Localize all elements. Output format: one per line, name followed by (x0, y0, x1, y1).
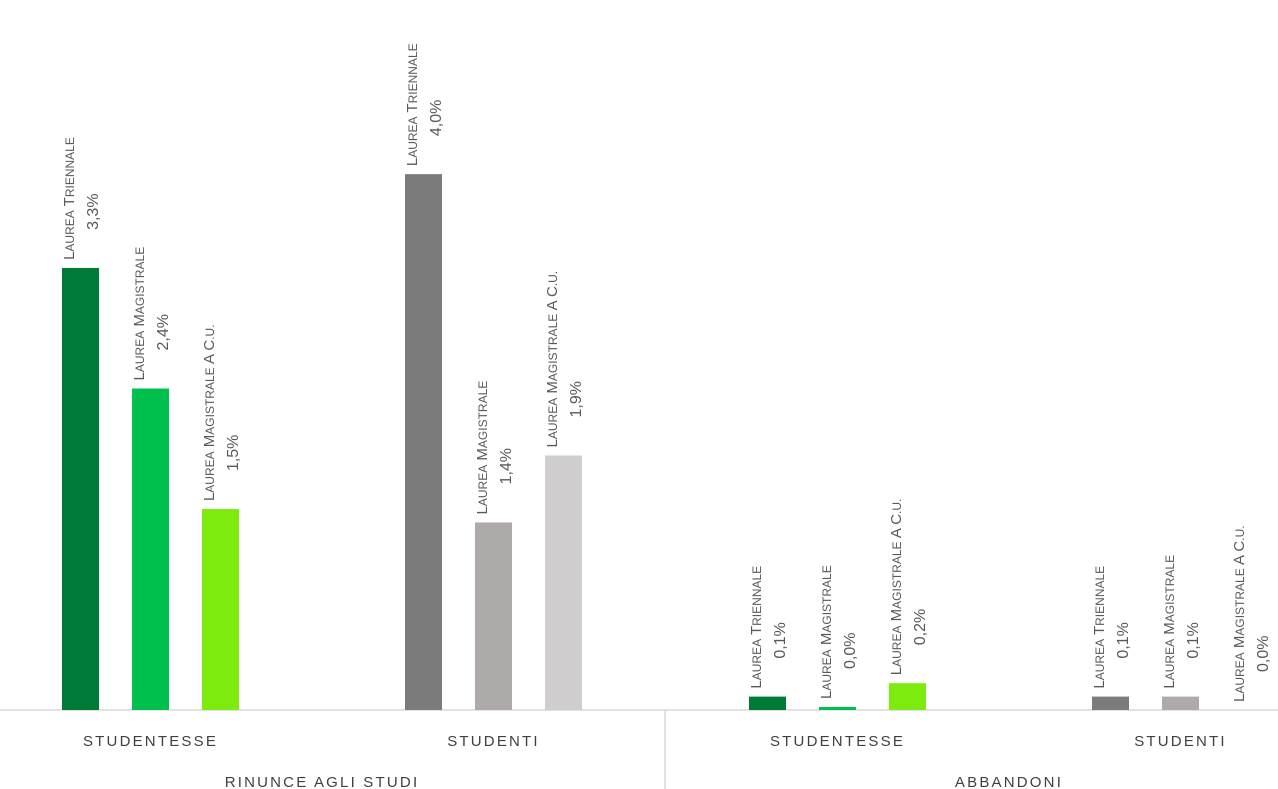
bar-value-label: 0,0% (1255, 636, 1272, 672)
bar-value-label: 4,0% (428, 100, 445, 136)
bar-value-label: 0,1% (1115, 622, 1132, 658)
bar-value-label: 2,4% (155, 314, 172, 350)
bar-category-label: LAUREA MAGISTRALE A C.U. (201, 324, 218, 501)
bar (1092, 696, 1129, 710)
bar-category-label: LAUREA MAGISTRALE A C.U. (888, 499, 905, 676)
bar-value-label: 0,1% (1185, 622, 1202, 658)
bar (202, 509, 239, 710)
bar (889, 683, 926, 710)
bar-value-label: 1,4% (498, 448, 515, 484)
bar (545, 455, 582, 710)
bar-data-label: LAUREA MAGISTRALE A C.U. 1,9% (544, 271, 585, 448)
bar (132, 388, 169, 710)
section-label: ABBANDONI (955, 774, 1063, 789)
group-label: STUDENTESSE (770, 733, 905, 750)
group-label: STUDENTI (447, 733, 540, 750)
bar (62, 267, 99, 710)
bar-data-label: LAUREA TRIENNALE 0,1% (748, 566, 789, 689)
bar-data-label: LAUREA MAGISTRALE 0,0% (818, 565, 859, 699)
group-label: STUDENTI (1134, 733, 1227, 750)
bar-category-label: LAUREA MAGISTRALE (131, 247, 148, 381)
bar-data-label: LAUREA TRIENNALE 3,3% (61, 137, 102, 260)
bar-value-label: 0,1% (772, 622, 789, 658)
bar (749, 696, 786, 710)
group-label: STUDENTESSE (83, 733, 218, 750)
bar (819, 707, 856, 710)
bar-category-label: LAUREA MAGISTRALE (1161, 555, 1178, 689)
section-label: RINUNCE AGLI STUDI (225, 774, 420, 789)
bar (405, 174, 442, 710)
bar-data-label: LAUREA MAGISTRALE A C.U. 1,5% (201, 324, 242, 501)
bar-data-label: LAUREA TRIENNALE 0,1% (1091, 566, 1132, 689)
bar (1162, 696, 1199, 710)
bar-category-label: LAUREA TRIENNALE (748, 566, 765, 689)
bar-data-label: LAUREA MAGISTRALE 1,4% (474, 381, 515, 515)
bar (475, 522, 512, 710)
bar-data-label: LAUREA MAGISTRALE A C.U. 0,0% (1231, 525, 1272, 702)
bar-data-label: LAUREA MAGISTRALE A C.U. 0,2% (888, 499, 929, 676)
bar-value-label: 1,9% (568, 381, 585, 417)
bar-data-label: LAUREA MAGISTRALE 2,4% (131, 247, 172, 381)
bar-data-label: LAUREA TRIENNALE 4,0% (404, 43, 445, 166)
bar-value-label: 0,2% (912, 609, 929, 645)
bar-category-label: LAUREA MAGISTRALE A C.U. (544, 271, 561, 448)
bar-category-label: LAUREA TRIENNALE (1091, 566, 1108, 689)
bar-category-label: LAUREA TRIENNALE (61, 137, 78, 260)
bar-category-label: LAUREA MAGISTRALE (474, 381, 491, 515)
bar-value-label: 0,0% (842, 633, 859, 669)
bar-category-label: LAUREA MAGISTRALE (818, 565, 835, 699)
bar-category-label: LAUREA MAGISTRALE A C.U. (1231, 525, 1248, 702)
bar-data-label: LAUREA MAGISTRALE 0,1% (1161, 555, 1202, 689)
bar-value-label: 3,3% (85, 193, 102, 229)
bar-category-label: LAUREA TRIENNALE (404, 43, 421, 166)
bar-value-label: 1,5% (225, 435, 242, 471)
